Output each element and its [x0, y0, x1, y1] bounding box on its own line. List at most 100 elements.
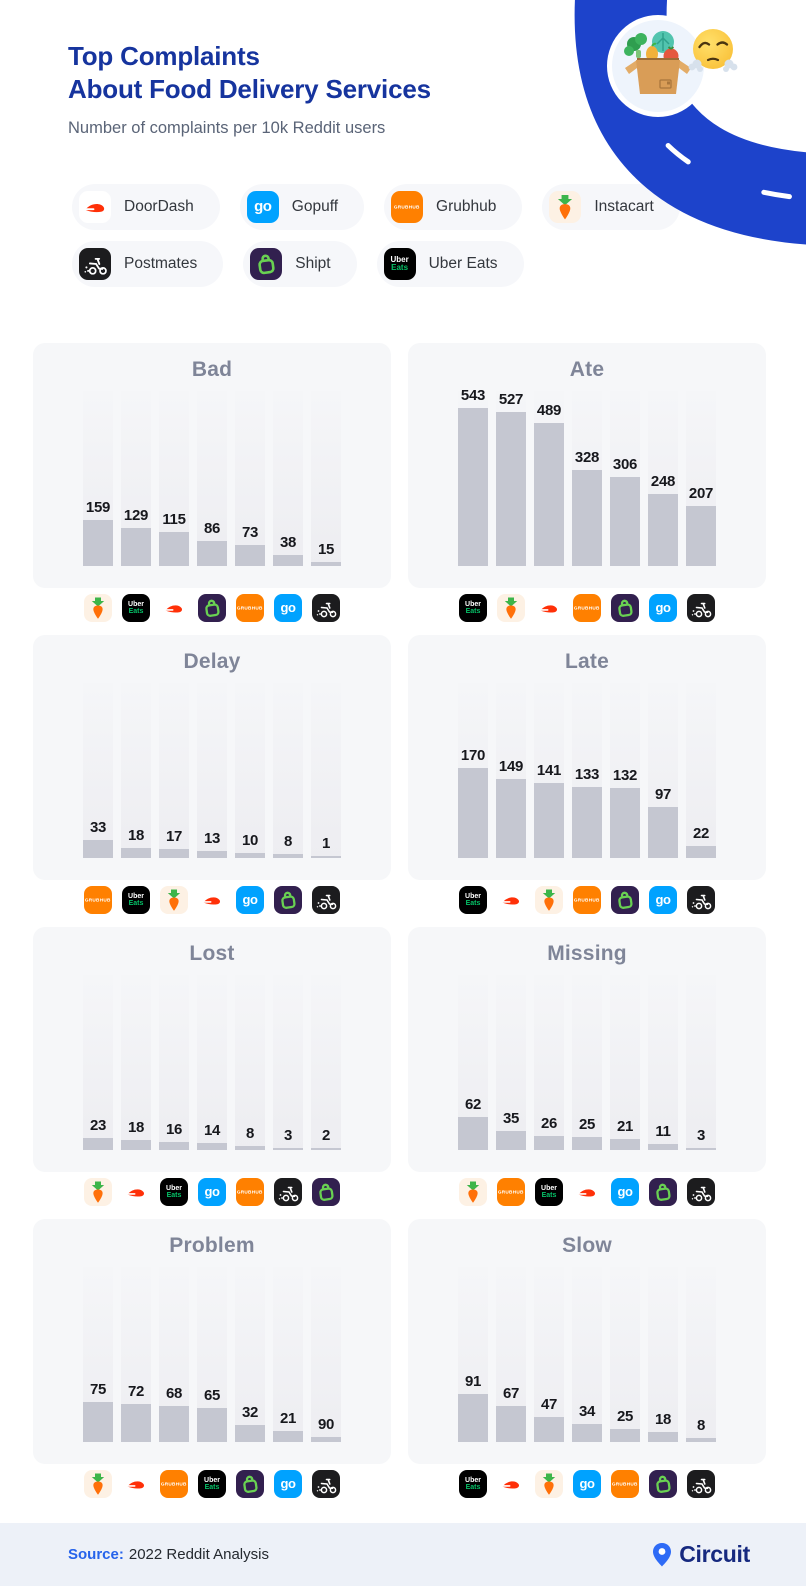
bar-track: 149 [496, 683, 526, 858]
gopuff-icon: go [236, 886, 264, 914]
bar-track: 18 [121, 975, 151, 1150]
bar-fill [534, 423, 564, 566]
instacart-icon [459, 1178, 487, 1206]
bar-fill [648, 494, 678, 566]
bar: 32 [235, 1267, 265, 1442]
brand-logo: Circuit [652, 1541, 750, 1568]
bar-fill [273, 1148, 303, 1150]
bar-value-label: 8 [245, 1125, 255, 1142]
bar: 23 [83, 975, 113, 1150]
chart-section-problem: Problem 75 72 68 65 32 21 [33, 1219, 391, 1498]
gopuff-icon: go [573, 1470, 601, 1498]
legend-icon-slot [79, 248, 111, 280]
bar: 248 [648, 391, 678, 566]
bar: 18 [121, 683, 151, 858]
bar-fill [311, 856, 341, 858]
bar-track: 25 [610, 1267, 640, 1442]
bars: 75 72 68 65 32 21 90 [33, 1267, 391, 1442]
chart-section-late: Late 170 149 141 133 132 97 [408, 635, 766, 914]
bar-track: 170 [458, 683, 488, 858]
bar: 115 [159, 391, 189, 566]
bar-value-label: 72 [127, 1383, 145, 1400]
bar-value-label: 38 [279, 534, 297, 551]
doordash-icon [535, 594, 563, 622]
chart-section-slow: Slow 91 67 47 34 25 18 8 [408, 1219, 766, 1498]
legend-pill-gopuff: go Gopuff [239, 184, 365, 230]
bar-track: 21 [273, 1267, 303, 1442]
uber-eats-icon: Uber Eats [160, 1178, 188, 1206]
shipt-icon [312, 1178, 340, 1206]
uber-eats-icon: Uber Eats [459, 886, 487, 914]
page-title-line1: Top Complaints [68, 41, 260, 71]
bar: 159 [83, 391, 113, 566]
page-title: Top Complaints About Food Delivery Servi… [68, 40, 806, 106]
bar-fill [534, 1417, 564, 1442]
footer: Source: 2022 Reddit Analysis Circuit [0, 1523, 806, 1586]
header: Top Complaints About Food Delivery Servi… [0, 0, 806, 138]
bars: 91 67 47 34 25 18 8 [408, 1267, 766, 1442]
uber-eats-icon: Uber Eats [459, 1470, 487, 1498]
bar-track: 75 [83, 1267, 113, 1442]
bar-track: 543 [458, 387, 488, 566]
bar: 8 [273, 683, 303, 858]
gopuff-icon: go [649, 886, 677, 914]
gopuff-icon: go [649, 594, 677, 622]
gopuff-icon: go [198, 1178, 226, 1206]
source-note: Source: 2022 Reddit Analysis [68, 1546, 269, 1563]
bar-fill [83, 1402, 113, 1442]
bar-value-label: 141 [536, 762, 562, 779]
doordash-icon [573, 1178, 601, 1206]
bar-track: 26 [534, 975, 564, 1150]
bar-value-label: 90 [317, 1416, 335, 1433]
bar-fill [610, 1429, 640, 1442]
chart-title: Missing [547, 942, 627, 965]
angry-emoji [688, 29, 738, 72]
bar: 11 [648, 975, 678, 1150]
grubhub-icon: GRUBHUB [160, 1470, 188, 1498]
postmates-icon [312, 594, 340, 622]
instacart-icon [497, 594, 525, 622]
bar-value-label: 170 [460, 747, 486, 764]
bar: 328 [572, 391, 602, 566]
bar: 170 [458, 683, 488, 858]
bar-fill [83, 1138, 113, 1150]
bar-fill [496, 779, 526, 858]
bar-track: 73 [235, 391, 265, 566]
uber-eats-icon: Uber Eats [198, 1470, 226, 1498]
bar-track: 132 [610, 683, 640, 858]
bar-track: 25 [572, 975, 602, 1150]
doordash-icon [198, 886, 226, 914]
bar-track: 67 [496, 1267, 526, 1442]
bar-value-label: 13 [203, 830, 221, 847]
legend-icon-slot [79, 191, 111, 223]
bar-track: 1 [311, 683, 341, 858]
chart-icons-row: Uber Eats GRUBHUB go [408, 594, 766, 622]
chart-icons-row: GRUBHUB Uber Eats go [33, 1470, 391, 1498]
bar-fill [496, 412, 526, 566]
bar-fill [121, 1404, 151, 1442]
bar-fill [572, 1424, 602, 1442]
chart-card: Lost 23 18 16 14 8 3 2 [33, 927, 391, 1172]
shipt-icon [649, 1470, 677, 1498]
doordash-icon [160, 594, 188, 622]
chart-title: Bad [191, 358, 233, 381]
gopuff-icon: go [611, 1178, 639, 1206]
legend-label: DoorDash [124, 198, 194, 215]
doordash-icon [122, 1178, 150, 1206]
page-subtitle: Number of complaints per 10k Reddit user… [68, 119, 386, 137]
bar-fill [610, 788, 640, 858]
instacart-icon [549, 191, 582, 223]
bar-fill [235, 1146, 265, 1150]
bar-value-label: 68 [165, 1385, 183, 1402]
bar-value-label: 10 [241, 832, 259, 849]
bar-track: 72 [121, 1267, 151, 1442]
bar: 21 [610, 975, 640, 1150]
instacart-icon [535, 886, 563, 914]
bar: 17 [159, 683, 189, 858]
bar-fill [197, 541, 227, 566]
bar-track: 17 [159, 683, 189, 858]
chart-icons-row: Uber Eats go GRUBHUB [33, 1178, 391, 1206]
bar-value-label: 8 [696, 1417, 706, 1434]
bar-track: 18 [121, 683, 151, 858]
chart-icons-row: Uber Eats GRUBHUB go [33, 594, 391, 622]
